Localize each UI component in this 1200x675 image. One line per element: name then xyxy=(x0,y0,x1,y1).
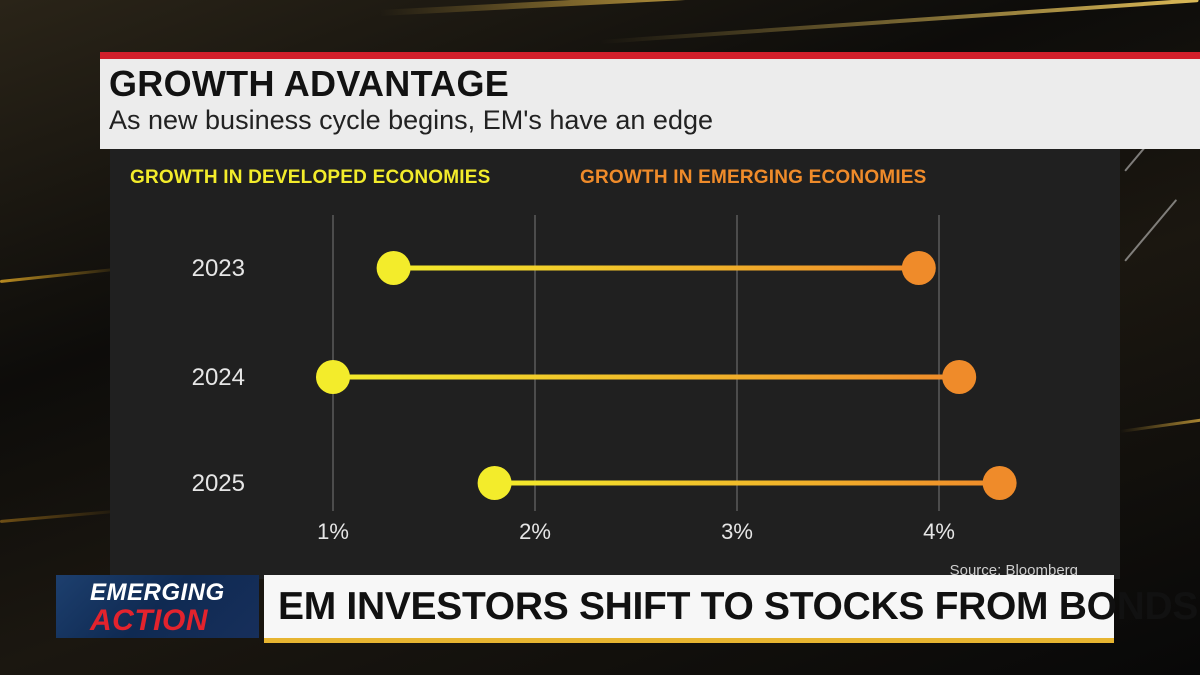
chart-panel: GROWTH IN DEVELOPED ECONOMIES GROWTH IN … xyxy=(110,149,1120,579)
y-category-label: 2024 xyxy=(192,364,245,391)
x-tick-label: 1% xyxy=(317,519,349,544)
y-category-label: 2023 xyxy=(192,255,245,282)
x-tick-label: 4% xyxy=(923,519,955,544)
x-tick-label: 2% xyxy=(519,519,551,544)
light-streak xyxy=(599,0,1199,44)
light-streak xyxy=(1119,417,1200,433)
chart-subtitle: As new business cycle begins, EM's have … xyxy=(109,105,713,135)
emerging-point xyxy=(901,251,936,285)
range-connector xyxy=(393,265,919,271)
range-connector xyxy=(333,374,960,380)
developed-point xyxy=(477,466,512,500)
developed-point xyxy=(316,360,350,394)
banner-accent-bar xyxy=(264,638,1114,643)
emerging-point xyxy=(942,360,977,394)
emerging-point xyxy=(982,466,1017,500)
developed-point xyxy=(376,251,411,285)
x-tick-label: 3% xyxy=(721,519,753,544)
legend-emerging: GROWTH IN EMERGING ECONOMIES xyxy=(580,167,927,188)
chart-title: GROWTH ADVANTAGE xyxy=(109,63,510,104)
show-name-line1: EMERGING xyxy=(90,579,225,606)
headline-text: EM INVESTORS SHIFT TO STOCKS FROM BONDS xyxy=(278,585,1199,628)
light-streak xyxy=(1124,199,1178,262)
range-connector xyxy=(494,480,1000,486)
source-note: Source: Bloomberg xyxy=(949,562,1078,579)
headline-banner: EM INVESTORS SHIFT TO STOCKS FROM BONDS xyxy=(264,575,1198,638)
y-category-label: 2025 xyxy=(192,470,245,497)
chart-header: GROWTH ADVANTAGE As new business cycle b… xyxy=(100,59,1200,149)
show-logo: EMERGING ACTION xyxy=(56,575,259,638)
dumbbell-chart: 2023 2024 2025 1% 2% 3% 4% xyxy=(192,215,1017,544)
header-accent-bar xyxy=(100,52,1200,59)
show-name-line2: ACTION xyxy=(90,604,208,637)
legend-developed: GROWTH IN DEVELOPED ECONOMIES xyxy=(130,167,491,188)
